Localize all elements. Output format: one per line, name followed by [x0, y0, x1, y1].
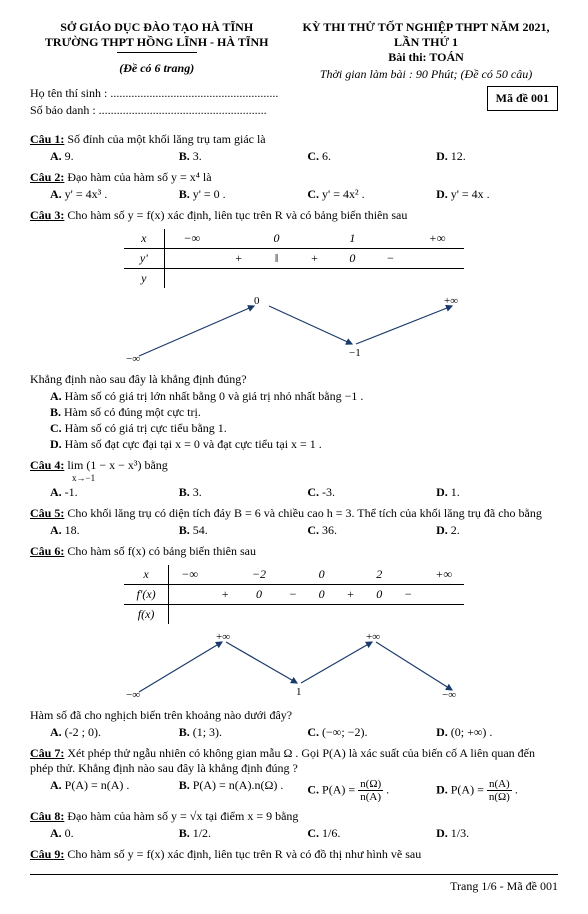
- q5-text: Cho khối lăng trụ có diện tích đáy B = 6…: [67, 506, 542, 520]
- info-left: Họ tên thí sinh : Số báo danh :: [30, 86, 400, 120]
- q6-text: Cho hàm số f(x) có bảng biến thiên sau: [67, 544, 256, 558]
- question-8: Câu 8: Đạo hàm của hàm số y = √x tại điể…: [30, 809, 558, 841]
- q4-text: lim (1 − x − x³) bằng: [67, 458, 167, 472]
- name-line: Họ tên thí sinh :: [30, 86, 400, 101]
- q6-label: Câu 6:: [30, 544, 64, 558]
- svg-text:1: 1: [296, 686, 302, 698]
- svg-text:−1: −1: [349, 347, 361, 359]
- q4-options: A. -1. B. 3. C. -3. D. 1.: [30, 485, 558, 500]
- info-row: Họ tên thí sinh : Số báo danh : Mã đề 00…: [30, 86, 558, 120]
- exam-title: KỲ THI THỬ TỐT NGHIỆP THPT NĂM 2021, LẦN…: [294, 20, 558, 50]
- q2-label: Câu 2:: [30, 170, 64, 184]
- q3-label: Câu 3:: [30, 208, 64, 222]
- dept: SỞ GIÁO DỤC ĐÀO TẠO HÀ TĨNH: [30, 20, 283, 35]
- q8-label: Câu 8:: [30, 809, 64, 823]
- question-2: Câu 2: Đạo hàm của hàm số y = x⁴ là A. y…: [30, 170, 558, 202]
- question-9: Câu 9: Cho hàm số y = f(x) xác định, liê…: [30, 847, 558, 862]
- svg-text:−∞: −∞: [442, 689, 456, 700]
- q6-table: x−∞−202+∞ f'(x)+0−0+0− f(x): [124, 565, 464, 624]
- svg-text:+∞: +∞: [366, 631, 380, 643]
- q7-text: Xét phép thử ngẫu nhiên có không gian mẫ…: [30, 746, 535, 775]
- q5-label: Câu 5:: [30, 506, 64, 520]
- q9-label: Câu 9:: [30, 847, 64, 861]
- question-1: Câu 1: Số đỉnh của một khối lăng trụ tam…: [30, 132, 558, 164]
- q1-label: Câu 1:: [30, 132, 64, 146]
- svg-text:−∞: −∞: [126, 689, 140, 700]
- q7-options: A. P(A) = n(A) . B. P(A) = n(A).n(Ω) . C…: [30, 778, 558, 803]
- q4-sub: x→−1: [30, 473, 558, 483]
- question-6: Câu 6: Cho hàm số f(x) có bảng biến thiê…: [30, 544, 558, 740]
- svg-text:−∞: −∞: [126, 353, 140, 364]
- school: TRƯỜNG THPT HỒNG LĨNH - HÀ TĨNH: [30, 35, 283, 50]
- q4-label: Câu 4:: [30, 458, 64, 472]
- header-left: SỞ GIÁO DỤC ĐÀO TẠO HÀ TĨNH TRƯỜNG THPT …: [30, 20, 283, 82]
- question-4: Câu 4: lim (1 − x − x³) bằng x→−1 A. -1.…: [30, 458, 558, 500]
- q3-answers: A. Hàm số có giá trị lớn nhất bằng 0 và …: [30, 389, 558, 452]
- q6-options: A. (-2 ; 0). B. (1; 3). C. (−∞; −2). D. …: [30, 725, 558, 740]
- svg-text:+∞: +∞: [216, 631, 230, 643]
- svg-text:0: 0: [254, 295, 260, 307]
- q9-text: Cho hàm số y = f(x) xác định, liên tục t…: [67, 847, 421, 861]
- q2-options: A. y' = 4x³ . B. y' = 0 . C. y' = 4x² . …: [30, 187, 558, 202]
- question-3: Câu 3: Cho hàm số y = f(x) xác định, liê…: [30, 208, 558, 452]
- subject: Bài thi: TOÁN: [294, 50, 558, 65]
- duration: Thời gian làm bài : 90 Phút; (Đề có 50 c…: [294, 67, 558, 82]
- q8-text: Đạo hàm của hàm số y = √x tại điểm x = 9…: [67, 809, 298, 823]
- pages-note: (Đề có 6 trang): [30, 61, 283, 76]
- question-5: Câu 5: Cho khối lăng trụ có diện tích đá…: [30, 506, 558, 538]
- id-line: Số báo danh :: [30, 103, 400, 118]
- q7-label: Câu 7:: [30, 746, 64, 760]
- header-right: KỲ THI THỬ TỐT NGHIỆP THPT NĂM 2021, LẦN…: [294, 20, 558, 82]
- q1-options: A. 9. B. 3. C. 6. D. 12.: [30, 149, 558, 164]
- q6-curve: −∞ +∞ 1 +∞ −∞: [124, 630, 464, 700]
- exam-code: Mã đề 001: [487, 86, 558, 111]
- q3-text: Cho hàm số y = f(x) xác định, liên tục t…: [67, 208, 407, 222]
- q2-text: Đạo hàm của hàm số y = x⁴ là: [67, 170, 211, 184]
- header: SỞ GIÁO DỤC ĐÀO TẠO HÀ TĨNH TRƯỜNG THPT …: [30, 20, 558, 82]
- divider: [117, 52, 197, 53]
- footer: Trang 1/6 - Mã đề 001: [30, 874, 558, 894]
- q5-options: A. 18. B. 54. C. 36. D. 2.: [30, 523, 558, 538]
- q1-text: Số đỉnh của một khối lăng trụ tam giác l…: [67, 132, 265, 146]
- q3-prompt: Khẳng định nào sau đây là khẳng định đún…: [30, 372, 558, 387]
- q3-curve: 0 −1 +∞ −∞: [124, 294, 464, 364]
- q6-prompt: Hàm số đã cho nghịch biến trên khoảng nà…: [30, 708, 558, 723]
- q3-table: x−∞01+∞ y'+‖+0− y: [124, 229, 464, 288]
- svg-text:+∞: +∞: [444, 295, 458, 307]
- question-7: Câu 7: Xét phép thử ngẫu nhiên có không …: [30, 746, 558, 803]
